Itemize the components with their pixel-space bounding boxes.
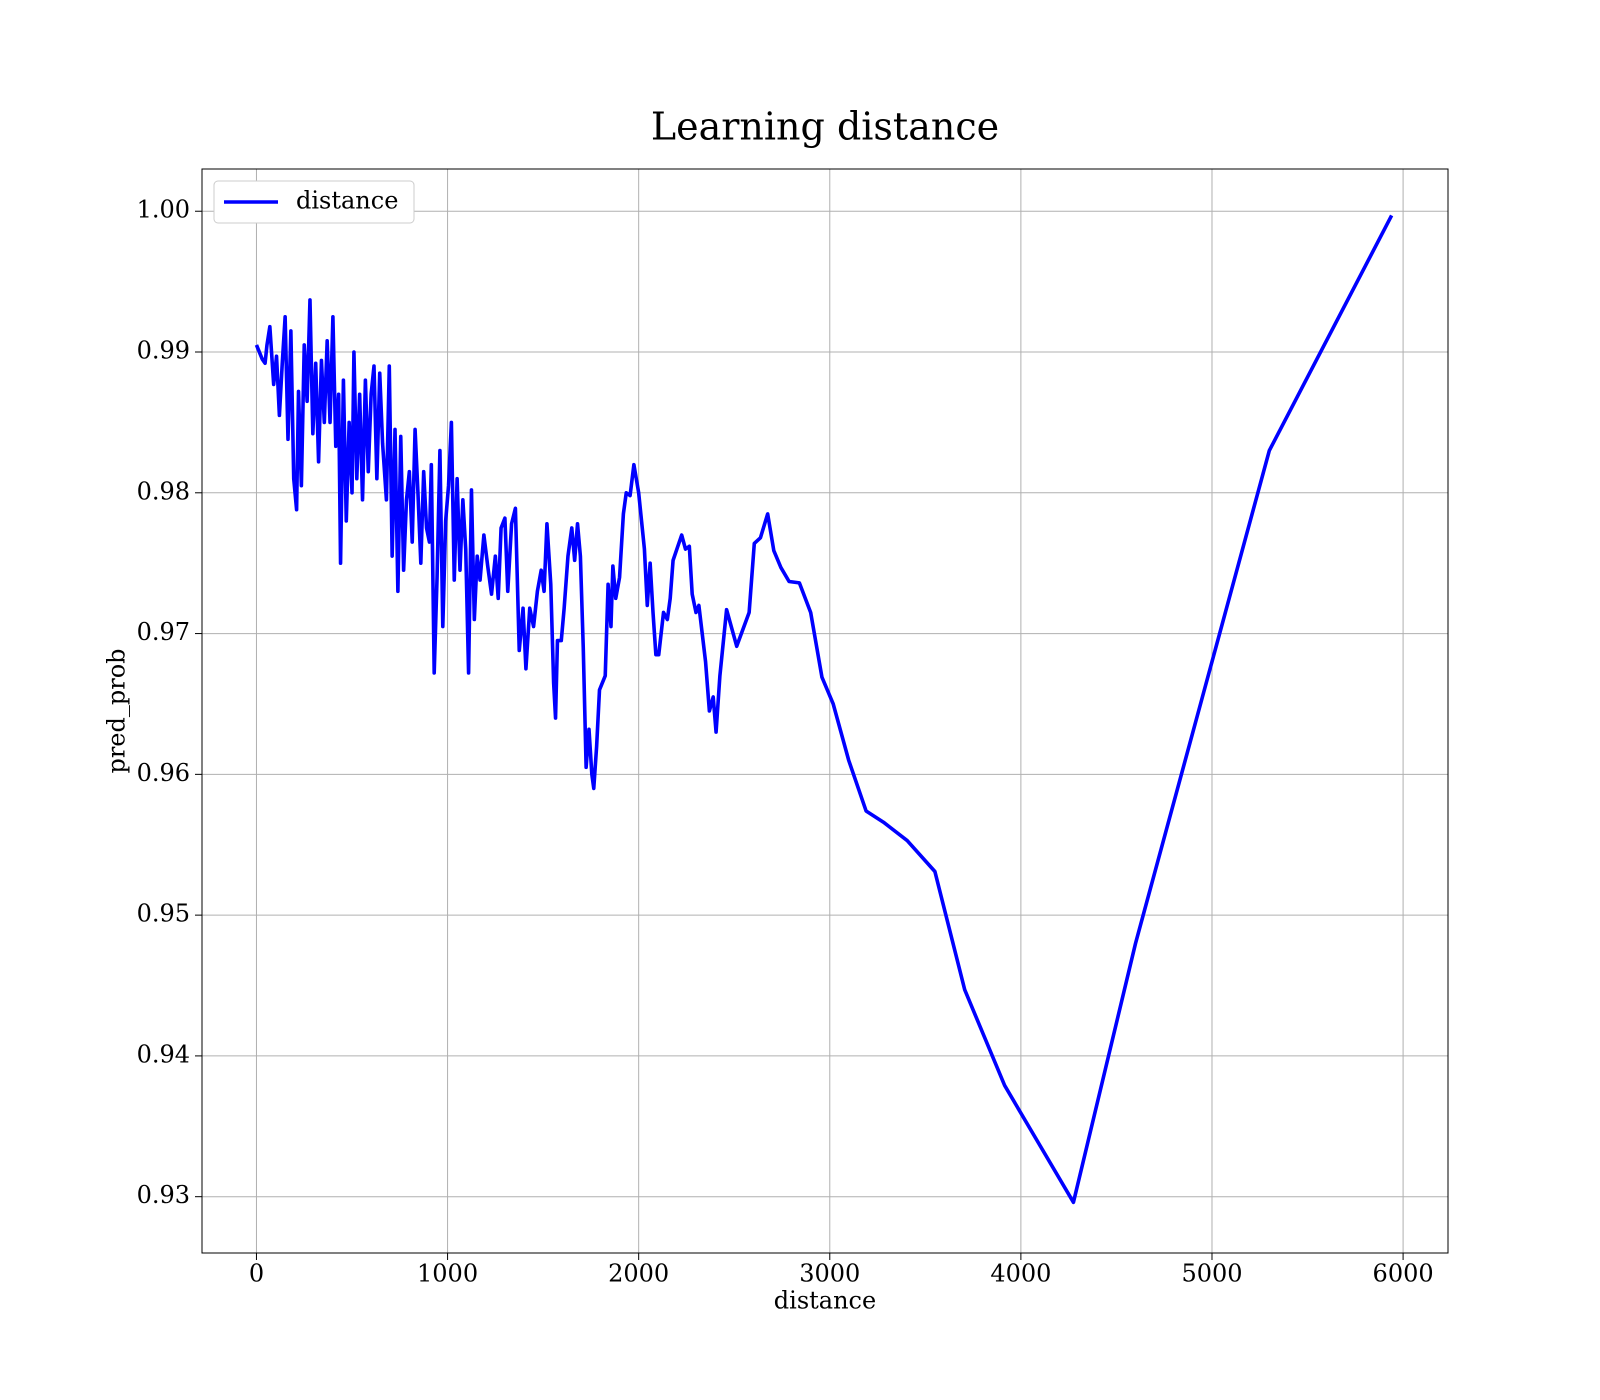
x-tick-label: 3000: [799, 1260, 860, 1288]
x-tick-label: 4000: [990, 1260, 1051, 1288]
y-tick-label: 0.98: [137, 477, 190, 505]
y-tick-label: 0.93: [137, 1181, 190, 1209]
legend-box: [213, 180, 415, 224]
y-tick-label: 0.96: [137, 759, 190, 787]
x-axis-label: distance: [774, 1287, 876, 1315]
y-axis-label: pred_prob: [103, 648, 131, 773]
line: [254, 214, 1394, 1205]
x-tick-label: 6000: [1373, 1260, 1434, 1288]
x-tick-label: 2000: [608, 1260, 669, 1288]
x-tick-label: 5000: [1181, 1260, 1242, 1288]
y-tick-label: 0.95: [137, 900, 190, 928]
chart-title: Learning distance: [651, 105, 999, 149]
x-tick-label: 1000: [417, 1260, 478, 1288]
plot-frame: [201, 168, 1449, 1254]
legend-label: distance: [296, 187, 398, 215]
y-tick-label: 0.94: [137, 1040, 190, 1068]
x-tick-label: 0: [249, 1260, 264, 1288]
y-tick-label: 1.00: [137, 196, 190, 224]
y-tick-label: 0.97: [137, 618, 190, 646]
y-tick-label: 0.99: [137, 337, 190, 365]
